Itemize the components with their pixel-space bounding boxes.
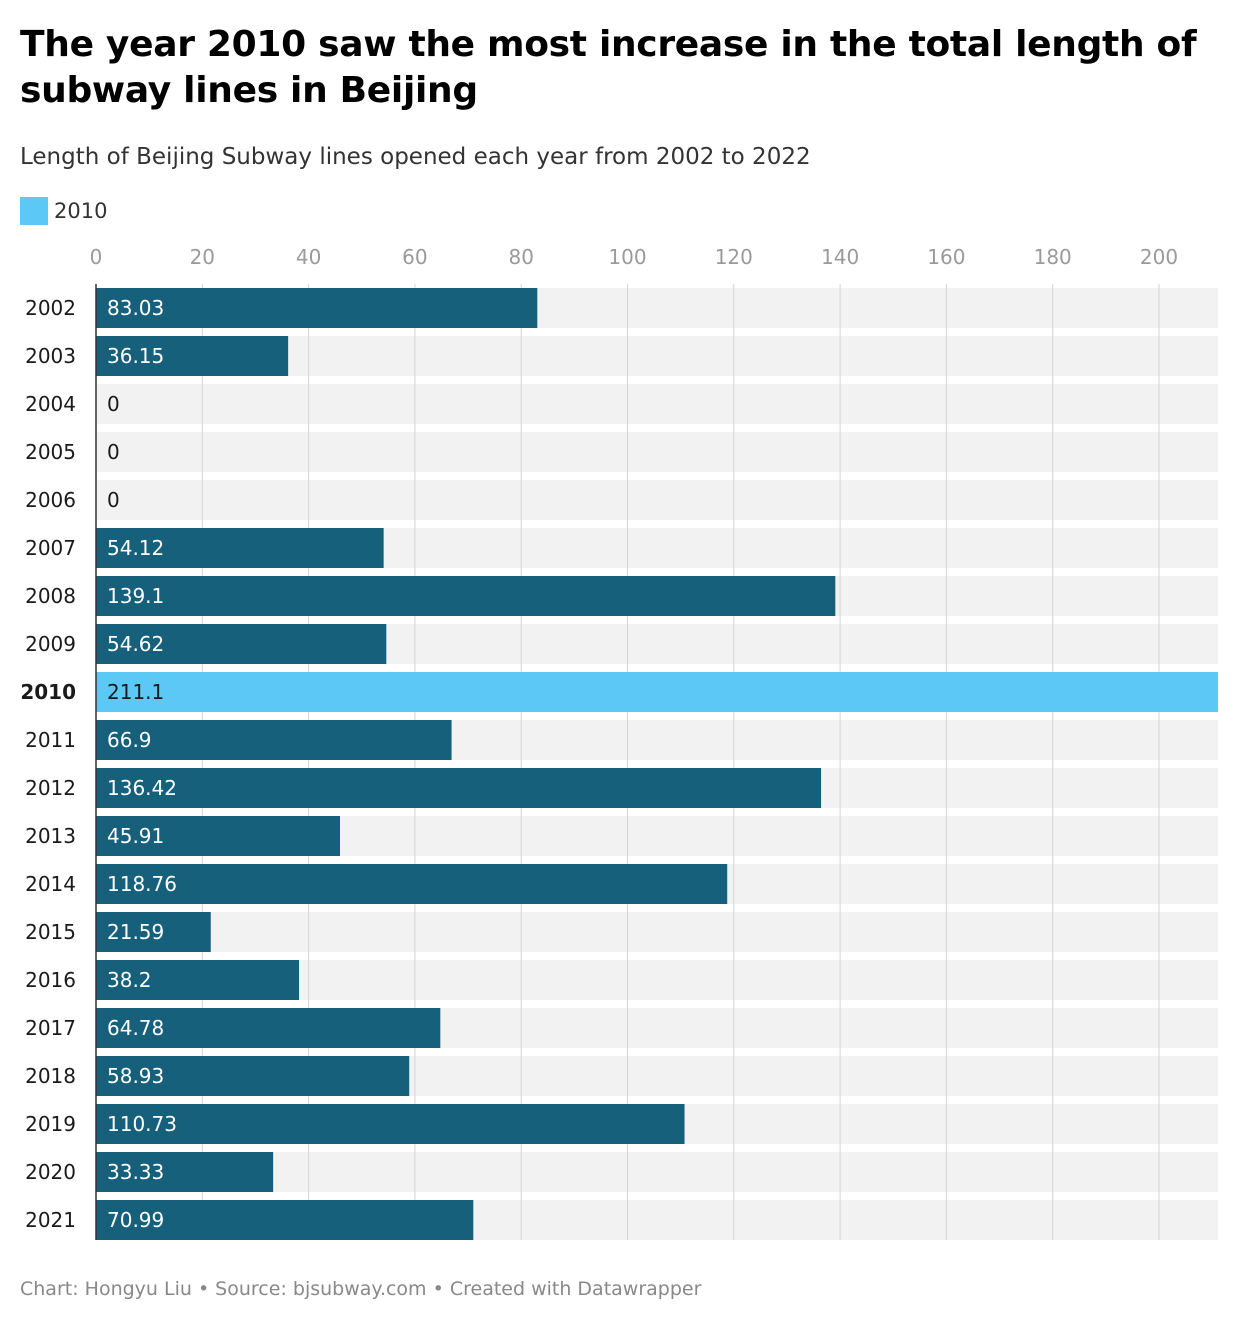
- value-labels: 83.03 36.15 0 0 0 54.12 139.1 54.62 211.1 66.9 136…: [107, 296, 177, 1232]
- value-label: 54.12: [107, 536, 164, 560]
- category-label: 2017: [25, 1016, 76, 1040]
- category-label: 2005: [25, 440, 76, 464]
- category-label: 2018: [25, 1064, 76, 1088]
- category-label: 2002: [25, 296, 76, 320]
- category-label: 2007: [25, 536, 76, 560]
- category-label: 2003: [25, 344, 76, 368]
- category-label: 2008: [25, 584, 76, 608]
- x-tick-label: 160: [927, 245, 965, 269]
- bar: [96, 864, 728, 904]
- value-label: 64.78: [107, 1016, 164, 1040]
- value-label: 0: [107, 392, 120, 416]
- legend-swatch: [20, 197, 48, 225]
- row-background: [96, 480, 1218, 520]
- category-label: 2004: [25, 392, 76, 416]
- category-label: 2006: [25, 488, 76, 512]
- x-tick-label: 100: [608, 245, 646, 269]
- value-label: 211.1: [107, 680, 164, 704]
- row-background: [96, 912, 1218, 952]
- row-background: [96, 384, 1218, 424]
- legend: 2010: [20, 196, 107, 226]
- row-backgrounds: [96, 288, 1218, 1240]
- legend-label: 2010: [54, 199, 108, 223]
- category-label: 2020: [25, 1160, 76, 1184]
- category-label: 2012: [25, 776, 76, 800]
- bar: [96, 768, 822, 808]
- value-label: 66.9: [107, 728, 152, 752]
- value-label: 36.15: [107, 344, 164, 368]
- bar: [96, 624, 387, 664]
- x-tick-label: 120: [715, 245, 753, 269]
- chart-subtitle: Length of Beijing Subway lines opened ea…: [20, 144, 811, 170]
- bar: [96, 1104, 685, 1144]
- category-label: 2009: [25, 632, 76, 656]
- value-label: 0: [107, 488, 120, 512]
- bar: [96, 528, 384, 568]
- x-tick-label: 0: [90, 245, 103, 269]
- x-tick-label: 140: [821, 245, 859, 269]
- bar: [96, 576, 836, 616]
- bar: [96, 1200, 474, 1240]
- bar-chart: 0 20 40 60 80 100 120 140 160 180 20083.0336.15000…: [20, 245, 1218, 1240]
- bar: [96, 336, 289, 376]
- value-label: 118.76: [107, 872, 177, 896]
- gridlines: [201, 284, 1160, 1240]
- x-tick-label: 60: [402, 245, 427, 269]
- value-label: 33.33: [107, 1160, 164, 1184]
- category-label: 2016: [25, 968, 76, 992]
- category-label: 2014: [25, 872, 76, 896]
- bar: [96, 1008, 441, 1048]
- bar: [96, 816, 341, 856]
- value-label: 54.62: [107, 632, 164, 656]
- bar-highlight: [96, 672, 1218, 712]
- category-label: 2015: [25, 920, 76, 944]
- value-label: 110.73: [107, 1112, 177, 1136]
- x-tick-label: 80: [508, 245, 533, 269]
- value-label: 21.59: [107, 920, 164, 944]
- bar: [96, 288, 538, 328]
- category-label: 2019: [25, 1112, 76, 1136]
- bars: [96, 288, 1218, 1240]
- value-label: 38.2: [107, 968, 152, 992]
- bar: [96, 960, 300, 1000]
- bar: [96, 1056, 410, 1096]
- category-label: 2021: [25, 1208, 76, 1232]
- x-tick-label: 40: [296, 245, 321, 269]
- value-label: 136.42: [107, 776, 177, 800]
- x-axis-ticks: 0 20 40 60 80 100 120 140 160 180 200: [90, 245, 1178, 269]
- category-label: 2010: [20, 680, 76, 704]
- category-label: 2013: [25, 824, 76, 848]
- x-tick-label: 180: [1034, 245, 1072, 269]
- value-label: 70.99: [107, 1208, 164, 1232]
- row-background: [96, 432, 1218, 472]
- chart-footer: Chart: Hongyu Liu • Source: bjsubway.com…: [20, 1278, 702, 1300]
- row-background: [96, 1152, 1218, 1192]
- bar: [96, 912, 211, 952]
- category-label: 2011: [25, 728, 76, 752]
- value-label: 139.1: [107, 584, 164, 608]
- value-label: 45.91: [107, 824, 164, 848]
- bar: [96, 720, 452, 760]
- chart-title: The year 2010 saw the most increase in t…: [20, 24, 1197, 111]
- value-label: 58.93: [107, 1064, 164, 1088]
- x-tick-label: 200: [1140, 245, 1178, 269]
- x-tick-label: 20: [190, 245, 215, 269]
- value-label: 0: [107, 440, 120, 464]
- bar: [96, 1152, 274, 1192]
- category-labels: 2002 2003 2004 2005 2006 2007 2008 2009 2010 2011…: [20, 296, 76, 1232]
- value-label: 83.03: [107, 296, 164, 320]
